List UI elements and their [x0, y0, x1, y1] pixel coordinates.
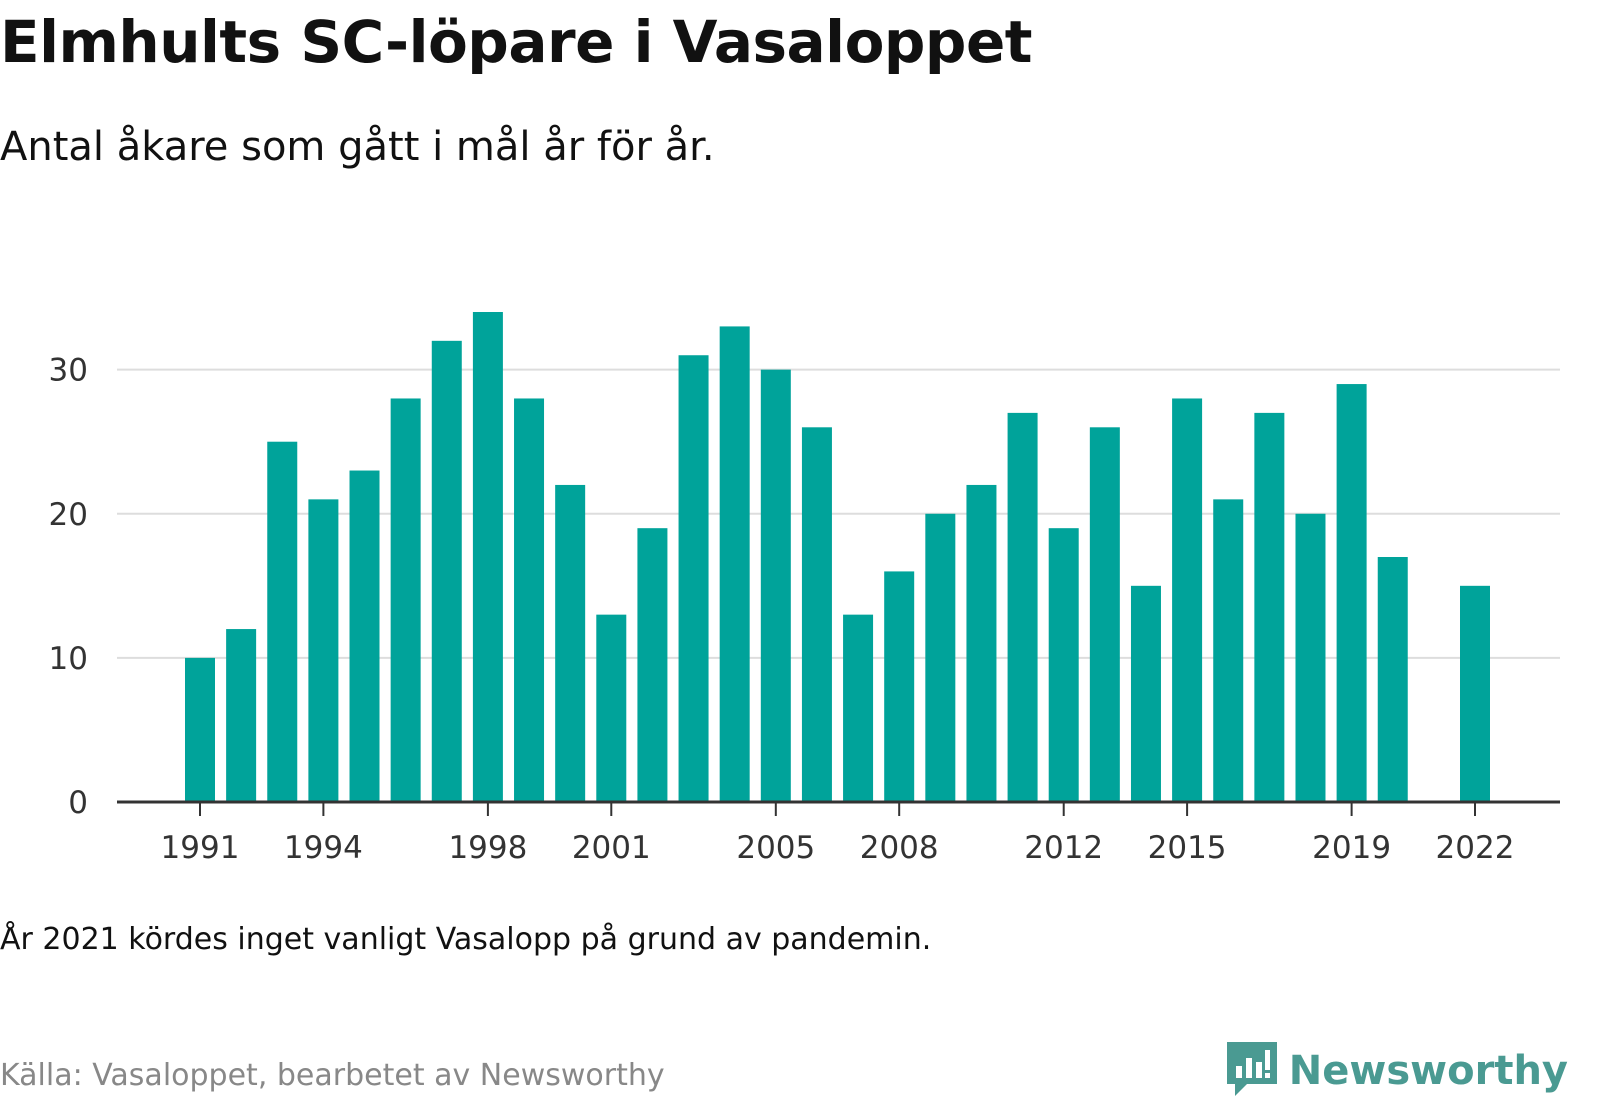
y-tick-label: 20 — [49, 497, 88, 533]
bar-1991 — [185, 657, 215, 802]
chart-note: År 2021 kördes inget vanligt Vasalopp på… — [0, 922, 932, 957]
x-tick-label: 1991 — [161, 830, 240, 866]
x-tick-label: 2022 — [1436, 830, 1515, 866]
y-tick-label: 30 — [49, 353, 88, 389]
bar-1994 — [308, 499, 339, 802]
x-tick-label: 1998 — [448, 830, 527, 866]
x-tick-label: 2015 — [1148, 830, 1227, 866]
bar-2009 — [925, 513, 956, 802]
bar-2001 — [596, 614, 627, 802]
bar-2015 — [1172, 398, 1203, 802]
y-tick-label: 10 — [49, 641, 88, 677]
x-tick-label: 2008 — [860, 830, 939, 866]
bar-2019 — [1336, 384, 1367, 802]
bar-1997 — [431, 340, 462, 802]
x-tick-label: 2001 — [572, 830, 651, 866]
bar-1996 — [390, 398, 421, 802]
bar-1999 — [514, 398, 545, 802]
bar-2012 — [1048, 528, 1079, 802]
bar-2013 — [1089, 427, 1120, 802]
y-tick-label: 0 — [68, 785, 88, 821]
bar-2000 — [555, 484, 586, 802]
bar-2007 — [843, 614, 874, 802]
brand-logo: Newsworthy — [1225, 1040, 1568, 1102]
bar-2006 — [801, 427, 832, 802]
brand-name: Newsworthy — [1288, 1048, 1568, 1094]
bar-chart: 0 10 20 30 1991 1994 1998 2001 2005 2008 2012 2015 2… — [49, 312, 1560, 866]
bar-1995 — [349, 470, 380, 802]
chart-title: Elmhults SC-löpare i Vasaloppet — [0, 8, 1033, 76]
bar-2008 — [884, 571, 915, 802]
bar-2003 — [678, 355, 709, 802]
bar-2011 — [1007, 412, 1038, 802]
x-tick-label: 1994 — [284, 830, 363, 866]
bar-2014 — [1130, 585, 1161, 802]
chart-subtitle: Antal åkare som gått i mål år för år. — [0, 124, 715, 170]
bar-2018 — [1295, 513, 1326, 802]
bar-2010 — [966, 484, 997, 802]
x-tick-label: 2019 — [1312, 830, 1391, 866]
x-tick-label: 2005 — [736, 830, 815, 866]
bars — [185, 312, 1490, 802]
bar-2005 — [760, 369, 791, 802]
bar-2022 — [1460, 585, 1490, 802]
bar-2020 — [1377, 557, 1408, 802]
newsworthy-logo-icon — [1225, 1040, 1279, 1102]
x-tick-label: 2012 — [1024, 830, 1103, 866]
source-text: Källa: Vasaloppet, bearbetet av Newswort… — [0, 1058, 665, 1093]
axes: 0 10 20 30 1991 1994 1998 2001 2005 2008 2012 2015 2… — [49, 353, 1560, 866]
bar-2016 — [1213, 499, 1244, 802]
bar-2017 — [1254, 412, 1285, 802]
bar-1998 — [472, 312, 503, 802]
bar-1993 — [267, 441, 298, 802]
bar-2004 — [719, 326, 750, 802]
bar-2002 — [637, 528, 668, 802]
bar-1992 — [226, 629, 257, 802]
